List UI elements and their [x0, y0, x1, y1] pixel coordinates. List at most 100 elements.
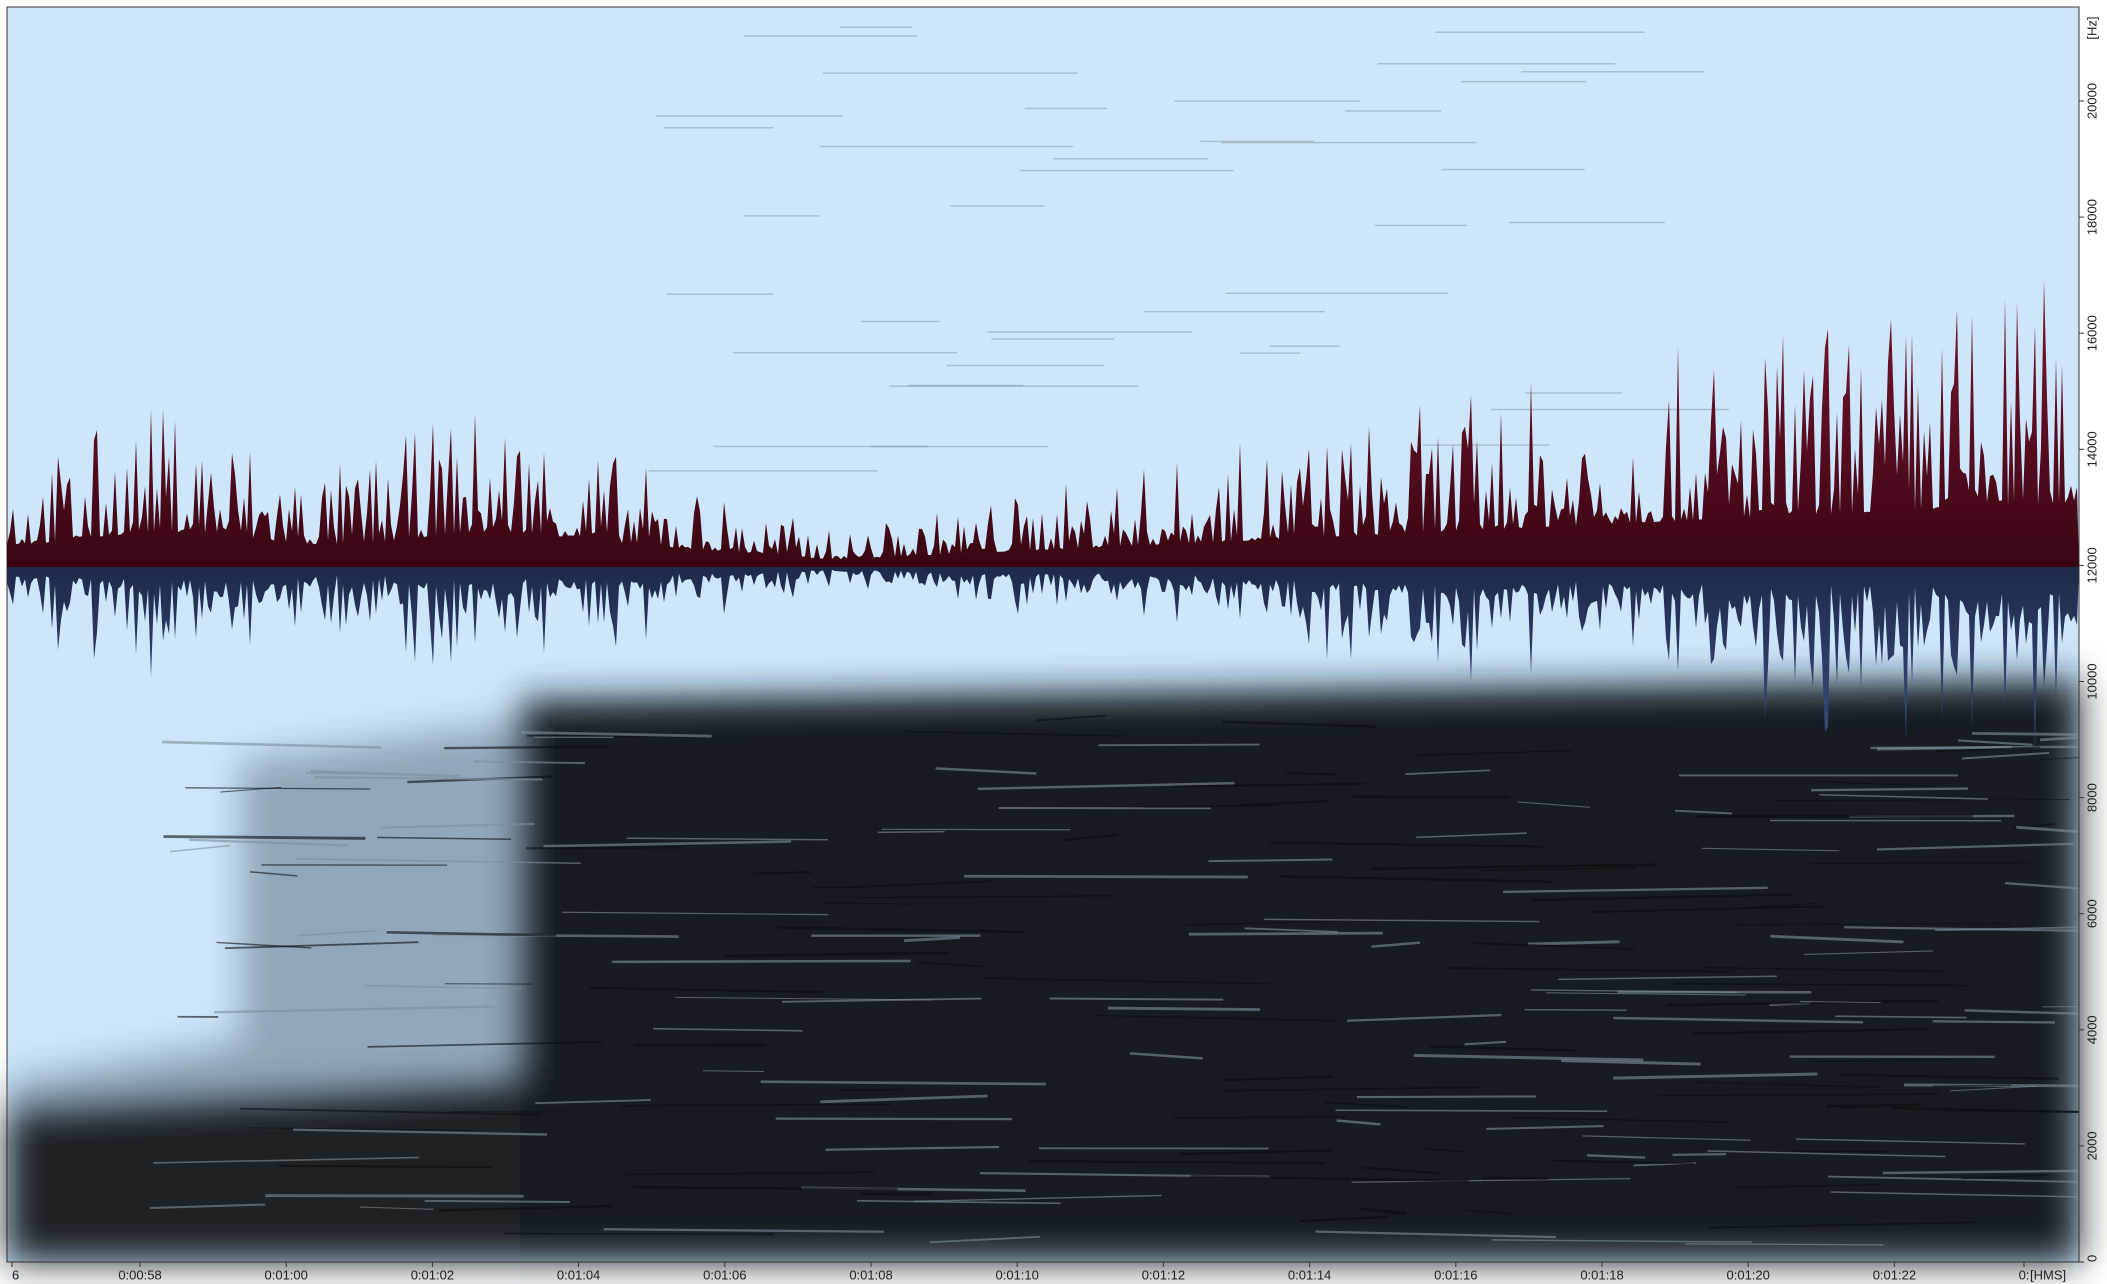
streak: [364, 984, 522, 990]
streak: [1416, 832, 1527, 839]
y-tick-label: 4000: [2084, 1015, 2099, 1044]
streak: [1587, 1154, 1646, 1159]
streak: [1561, 1059, 1701, 1066]
streak: [1474, 942, 1635, 951]
streak: [1425, 1148, 1466, 1153]
streak: [1264, 918, 1540, 923]
streak: [1795, 1138, 2026, 1145]
y-tick-label: 20000: [2084, 83, 2099, 119]
streak: [1876, 842, 2074, 851]
streak: [1960, 1174, 2048, 1180]
streak: [1234, 799, 1330, 807]
streak: [964, 874, 1248, 879]
streak: [1549, 1159, 1695, 1165]
streak: [1185, 919, 1354, 926]
streak: [169, 844, 230, 853]
streak: [1035, 714, 1108, 722]
streak: [1244, 927, 1338, 933]
streak: [1840, 1073, 2059, 1081]
streak: [2004, 882, 2080, 890]
streak: [1672, 1153, 1727, 1156]
streak: [1870, 745, 2080, 750]
x-tick-label: 0:01:04: [557, 1267, 600, 1282]
streak: [1794, 1150, 1889, 1153]
streak: [1224, 1075, 1334, 1082]
streak: [444, 745, 608, 750]
streak: [612, 959, 911, 964]
y-tick-label: 2000: [2084, 1131, 2099, 1160]
streak: [1486, 1124, 1604, 1131]
streak: [1510, 1116, 1728, 1123]
x-tick-label: 0:01:16: [1434, 1267, 1477, 1282]
x-tick-label: 0:: [2019, 1267, 2030, 1282]
streak: [1129, 1052, 1203, 1060]
streak: [1799, 1000, 1881, 1004]
streak: [675, 996, 933, 1001]
streak: [1405, 769, 1491, 775]
streak: [1964, 1009, 2080, 1015]
streak: [367, 1041, 603, 1048]
streak: [1830, 1191, 2080, 1198]
streak: [982, 977, 1272, 985]
streak: [1107, 1006, 1261, 1012]
y-tick-label: 18000: [2084, 199, 2099, 235]
streak: [1844, 926, 2080, 932]
streak: [359, 1206, 434, 1210]
streak: [214, 1005, 496, 1014]
streak: [1095, 1014, 1336, 1022]
streak: [1667, 999, 1939, 1007]
streak: [823, 902, 916, 905]
streak: [1190, 1174, 1469, 1183]
streak: [1588, 905, 1824, 914]
streak: [856, 1199, 1061, 1205]
streak: [1269, 841, 1543, 848]
streak: [1882, 1169, 2080, 1175]
streak: [626, 837, 828, 841]
spectral-lines: [150, 26, 2080, 1246]
streak: [1363, 1166, 1441, 1175]
streak: [250, 871, 298, 877]
streak: [1491, 1239, 1752, 1243]
streak: [914, 1194, 1162, 1203]
streak: [1582, 1135, 1751, 1141]
streak: [265, 1194, 524, 1198]
streak: [1279, 874, 1554, 884]
streak: [1315, 1230, 1556, 1239]
streak: [753, 870, 813, 875]
streak: [589, 986, 823, 994]
y-tick-label: 10000: [2084, 663, 2099, 699]
streak: [535, 1099, 651, 1105]
x-tick-label: 0:01:08: [849, 1267, 892, 1282]
streak: [935, 767, 1037, 775]
streak: [916, 961, 983, 968]
streak: [1173, 782, 1366, 788]
streak: [1530, 893, 1793, 902]
streak: [877, 830, 945, 834]
streak: [1732, 1183, 1882, 1189]
streak: [2040, 736, 2080, 742]
streak: [1335, 1109, 1608, 1112]
streak: [1464, 1040, 1507, 1046]
streak: [621, 1103, 891, 1107]
x-tick-label: 0:01:06: [703, 1267, 746, 1282]
streak: [1371, 941, 1421, 948]
streak: [380, 822, 535, 829]
streak: [1746, 902, 1817, 908]
spectral-energy: [7, 680, 2079, 1262]
streak: [1351, 795, 1511, 799]
streak: [1063, 833, 1119, 842]
streak: [603, 1228, 884, 1233]
streak: [1028, 1160, 1324, 1165]
streak: [1811, 787, 1969, 792]
streak: [1892, 1106, 2080, 1114]
streak: [1709, 1221, 1978, 1229]
streak: [1696, 814, 1973, 818]
streak: [1502, 886, 1768, 894]
streak: [1685, 1243, 1884, 1246]
streak: [150, 1203, 266, 1210]
streak: [760, 1080, 1046, 1086]
streak: [1285, 772, 1338, 776]
streak: [1810, 861, 2029, 865]
streak: [1819, 793, 1988, 800]
